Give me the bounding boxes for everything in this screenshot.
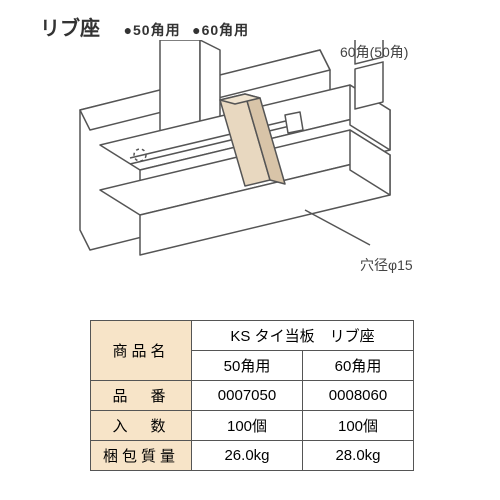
product-name-cell: KS タイ当板 リブ座 <box>192 321 414 351</box>
cell: 0008060 <box>303 381 414 411</box>
table-row: 品 番 0007050 0008060 <box>91 381 414 411</box>
title-main: リブ座 <box>40 18 100 40</box>
spec-table: 商品名 KS タイ当板 リブ座 50角用 60角用 品 番 0007050 00… <box>90 320 414 471</box>
row-label: 品 番 <box>91 381 192 411</box>
variant-50: ●50角用 <box>124 22 181 38</box>
table-row: 商品名 KS タイ当板 リブ座 <box>91 321 414 351</box>
row-label: 商品名 <box>91 321 192 381</box>
page-title-row: リブ座 ●50角用 ●60角用 <box>40 12 249 41</box>
variant-60: ●60角用 <box>192 22 249 38</box>
row-label: 入 数 <box>91 411 192 441</box>
cell: 26.0kg <box>192 441 303 471</box>
cell: 28.0kg <box>303 441 414 471</box>
table-row: 梱包質量 26.0kg 28.0kg <box>91 441 414 471</box>
product-diagram <box>70 40 430 290</box>
cell: 0007050 <box>192 381 303 411</box>
variant-cell: 50角用 <box>192 351 303 381</box>
pipe-size-label: 60角(50角) <box>340 42 408 62</box>
variant-cell: 60角用 <box>303 351 414 381</box>
table-row: 入 数 100個 100個 <box>91 411 414 441</box>
cell: 100個 <box>303 411 414 441</box>
hole-dia-label: 穴径φ15 <box>360 255 413 275</box>
cell: 100個 <box>192 411 303 441</box>
row-label: 梱包質量 <box>91 441 192 471</box>
